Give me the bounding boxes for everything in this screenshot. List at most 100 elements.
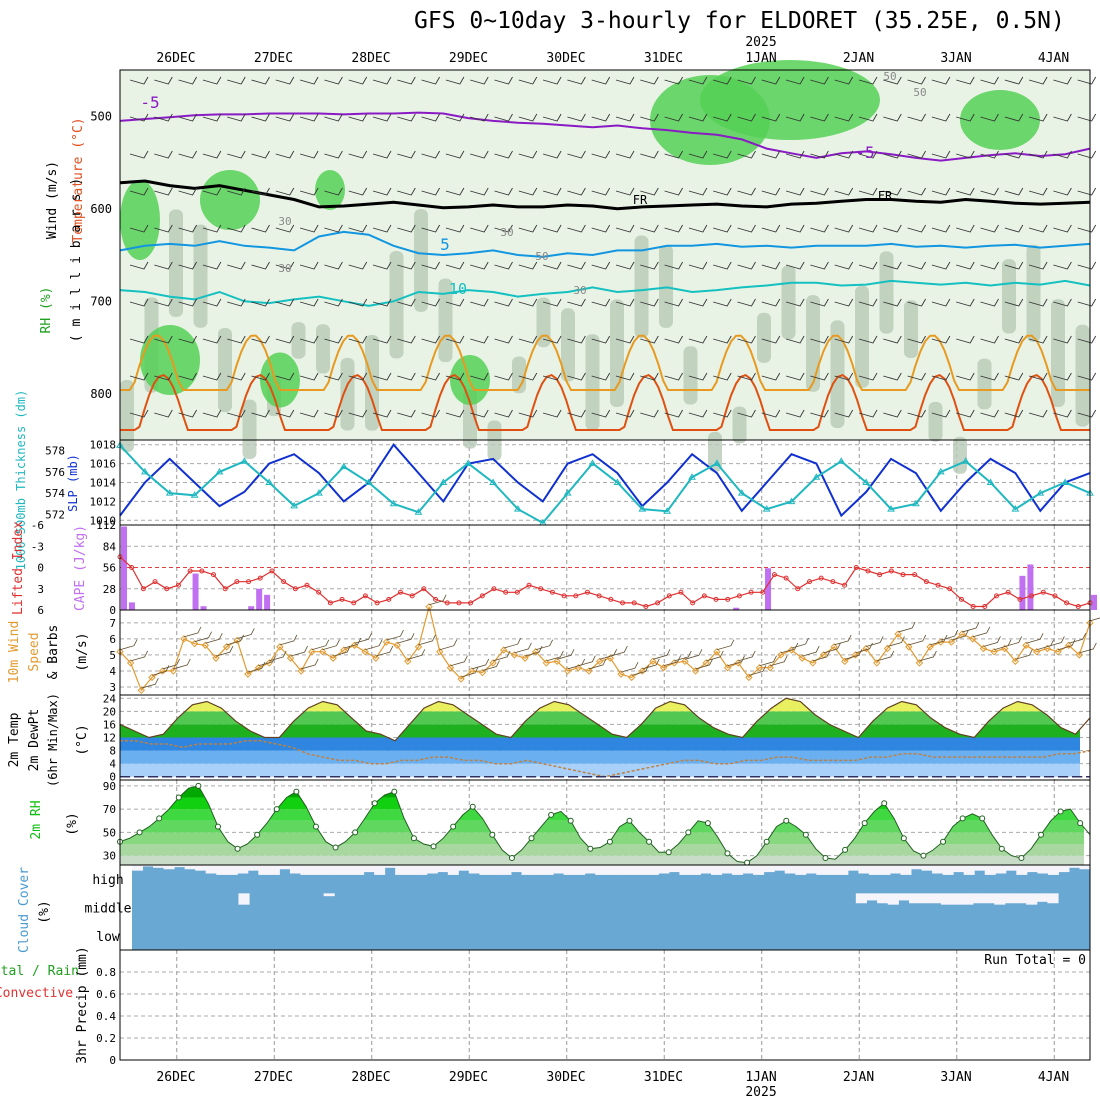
wind-barb — [591, 261, 611, 270]
wind-barb — [1028, 261, 1048, 270]
wind-barb — [834, 224, 854, 233]
contour--5 — [119, 111, 1091, 162]
wind-speed-point — [947, 638, 956, 646]
rh-point — [1077, 820, 1084, 827]
wind-barb — [834, 76, 854, 85]
ytick-li: 0 — [37, 562, 44, 575]
wind-barb — [713, 409, 732, 418]
rh-point — [724, 850, 731, 857]
ylabel-temp: Temperature (°C) — [71, 117, 86, 242]
day-label-bottom: 3JAN — [940, 1070, 971, 1085]
temp-band — [120, 711, 1080, 725]
wind-barb-10m — [812, 650, 831, 662]
cloud-clear — [909, 893, 921, 904]
wind-barb — [761, 113, 781, 122]
thickness-point — [837, 457, 846, 464]
wind-barb-10m — [940, 629, 959, 641]
wind-barb — [1053, 335, 1072, 344]
wind-barb — [202, 113, 222, 122]
wind-barb — [299, 150, 319, 159]
wind-barb — [810, 372, 829, 381]
wind-barb — [858, 335, 878, 344]
wind-barb — [640, 113, 659, 122]
wind-barb — [834, 150, 854, 159]
wind-barb — [1004, 372, 1024, 381]
wind-barb — [688, 187, 708, 196]
wind-barb-10m — [684, 649, 703, 660]
li-point — [409, 593, 415, 599]
cloud-clear — [898, 893, 910, 901]
li-point — [526, 582, 532, 588]
cloud-clear — [1015, 893, 1027, 904]
cloud-clear — [468, 865, 480, 874]
contour-label: FR — [633, 193, 648, 207]
wind-barb — [1053, 261, 1072, 270]
wind-barb — [664, 150, 683, 159]
wind-barb — [713, 224, 732, 233]
wind-barb — [470, 261, 489, 270]
wind-barb — [1077, 298, 1097, 307]
rh-point — [312, 823, 319, 830]
li-point — [970, 603, 976, 609]
wind-barb — [397, 372, 416, 381]
rh-point — [744, 859, 751, 866]
wind-speed-point — [617, 670, 625, 678]
wind-barb — [980, 150, 999, 159]
wind-barb — [810, 224, 829, 233]
li-point — [491, 586, 497, 592]
cloud-clear — [216, 865, 228, 875]
contour-label: -5 — [855, 143, 874, 162]
wind-speed-point — [500, 646, 508, 654]
li-point — [1052, 593, 1058, 599]
wind-barb — [956, 224, 975, 233]
wind-barb — [907, 298, 926, 307]
rh-fill-patch — [1075, 324, 1090, 427]
cape-bar — [1019, 575, 1026, 610]
wind-barb — [397, 187, 416, 196]
wind-barb — [956, 150, 975, 159]
rh-point — [371, 800, 378, 807]
ytick-temp: 4 — [109, 758, 116, 771]
wind-barb — [518, 409, 538, 418]
wind-barb — [688, 261, 708, 270]
wind-speed-point — [1054, 647, 1062, 656]
wind-speed-point — [414, 643, 423, 651]
thickness-point — [713, 459, 721, 466]
wind-speed-point — [361, 647, 369, 656]
wind-barb — [591, 113, 611, 122]
wind-barb — [178, 76, 197, 85]
wind-barb — [251, 224, 270, 233]
ytick-slp: 1014 — [90, 477, 117, 490]
wind-barb — [810, 298, 829, 307]
ytick-slp: 1018 — [90, 439, 117, 452]
wind-barb-10m — [642, 658, 660, 670]
wind-barb — [470, 76, 489, 85]
wind-barb — [348, 150, 368, 159]
ytick-cape: 112 — [96, 519, 116, 532]
ylabel-cloud: Cloud Cover — [17, 867, 32, 953]
wind-barb — [810, 261, 829, 270]
cloud-clear — [900, 865, 912, 875]
wind-speed-point — [532, 647, 540, 656]
rh-point — [1018, 855, 1025, 862]
cloud-clear — [323, 893, 335, 897]
wind-speed-point — [510, 651, 519, 659]
ytick-wind: 3 — [109, 681, 116, 694]
wind-speed-point — [180, 635, 188, 643]
wind-barb — [348, 298, 368, 307]
wind-barb-10m — [759, 655, 777, 667]
cloud-clear — [855, 893, 867, 904]
rh-point — [900, 835, 907, 842]
li-point — [1075, 603, 1081, 609]
wind-barb — [1053, 76, 1072, 85]
day-label-top: 2JAN — [843, 51, 874, 66]
thickness-point — [364, 478, 373, 485]
wind-barb — [713, 261, 732, 270]
wind-barb — [1004, 113, 1024, 122]
wind-barb — [202, 409, 222, 418]
cape-bar — [733, 607, 740, 610]
wind-barb — [1004, 150, 1024, 159]
wind-barb-10m — [386, 629, 404, 641]
wind-barb — [251, 150, 270, 159]
rh-fill-patch — [683, 346, 698, 405]
